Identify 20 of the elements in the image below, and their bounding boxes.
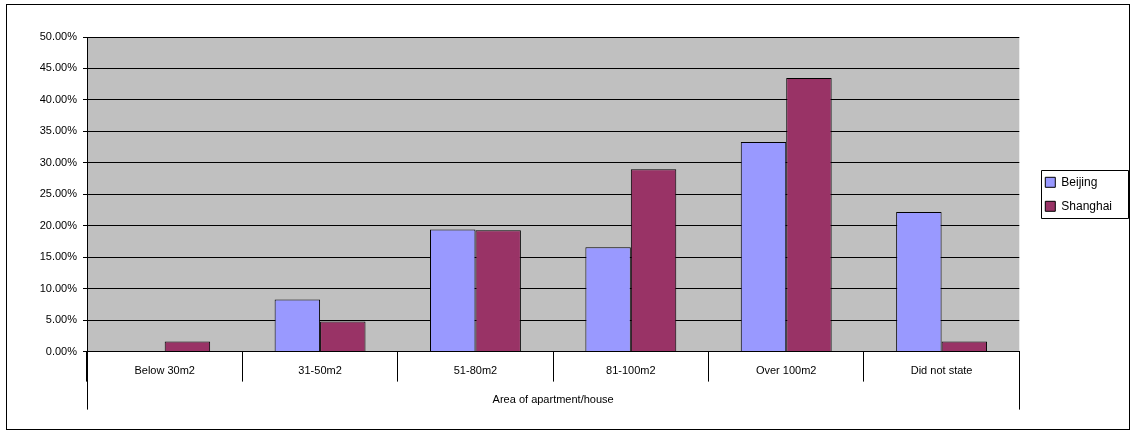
y-tick-label: 40.00% (39, 92, 78, 105)
x-tick-label: 31-50m2 (298, 364, 342, 377)
x-tick-label: Below 30m2 (134, 364, 195, 377)
x-axis-title: Area of apartment/house (492, 393, 614, 406)
legend-label: Shanghai (1061, 198, 1113, 213)
x-tick-label: 51-80m2 (453, 364, 498, 377)
y-tick-label: 30.00% (39, 155, 78, 168)
y-tick-label: 10.00% (39, 281, 78, 294)
x-tick-label: 81-100m2 (606, 364, 656, 377)
y-tick-label: 20.00% (39, 218, 78, 231)
y-tick-label: 5.00% (45, 313, 78, 326)
y-tick-label: 0.00% (45, 344, 78, 357)
x-tick-label: Over 100m2 (755, 364, 817, 377)
x-tick-label: Did not state (910, 364, 973, 377)
y-tick-label: 35.00% (39, 124, 78, 137)
y-tick-label: 15.00% (39, 250, 78, 263)
y-tick-label: 50.00% (39, 30, 78, 43)
y-tick-label: 25.00% (39, 187, 78, 200)
y-tick-label: 45.00% (39, 61, 78, 74)
legend-label: Beijing (1061, 174, 1098, 189)
